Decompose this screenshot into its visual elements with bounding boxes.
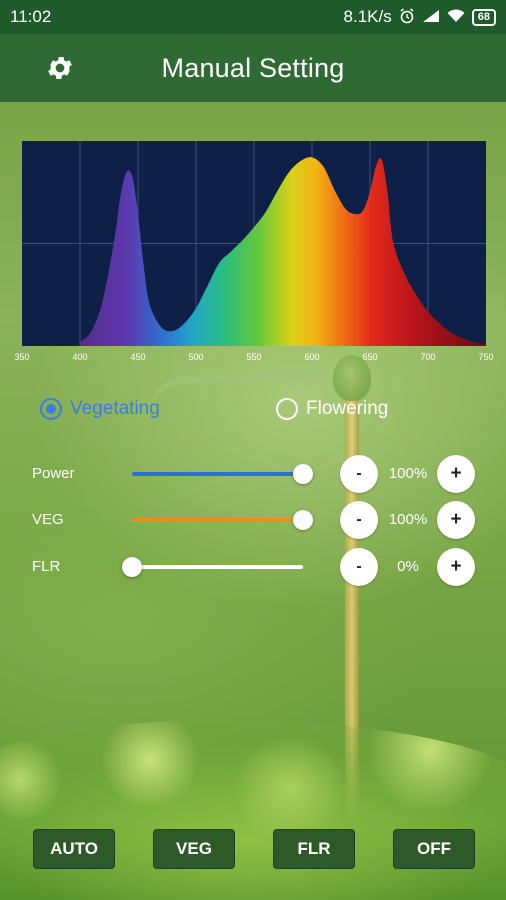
app-bar: Manual Setting xyxy=(0,34,506,102)
power-row: Power - 100% + xyxy=(0,454,506,494)
veg-label: VEG xyxy=(32,511,64,528)
power-slider-fill xyxy=(132,472,303,476)
veg-slider-thumb[interactable] xyxy=(293,510,313,530)
radio-vegetating-label: Vegetating xyxy=(70,398,160,419)
signal-icon xyxy=(422,9,440,26)
veg-value: 100% xyxy=(388,511,428,528)
power-slider-thumb[interactable] xyxy=(293,464,313,484)
x-tick-600: 600 xyxy=(304,352,319,362)
veg-button[interactable]: VEG xyxy=(153,829,235,869)
x-tick-700: 700 xyxy=(420,352,435,362)
x-tick-500: 500 xyxy=(188,352,203,362)
status-time: 11:02 xyxy=(10,7,52,26)
radio-checked-icon xyxy=(40,398,62,420)
flr-slider-thumb[interactable] xyxy=(122,557,142,577)
network-speed: 8.1K/s xyxy=(343,7,392,26)
radio-flowering[interactable]: Flowering xyxy=(276,398,388,420)
radio-flowering-label: Flowering xyxy=(306,398,389,419)
auto-button[interactable]: AUTO xyxy=(33,829,115,869)
veg-row: VEG - 100% + xyxy=(0,500,506,540)
flr-row: FLR - 0% + xyxy=(0,547,506,587)
x-tick-550: 550 xyxy=(246,352,261,362)
x-tick-350: 350 xyxy=(14,352,29,362)
veg-slider[interactable] xyxy=(132,510,313,530)
x-tick-400: 400 xyxy=(72,352,87,362)
alarm-icon xyxy=(399,7,415,27)
veg-decrease-button[interactable]: - xyxy=(340,501,378,539)
power-increase-button[interactable]: + xyxy=(437,455,475,493)
flr-button[interactable]: FLR xyxy=(273,829,355,869)
flr-decrease-button[interactable]: - xyxy=(340,548,378,586)
radio-unchecked-icon xyxy=(276,398,298,420)
wifi-icon xyxy=(447,8,465,26)
spectrum-area xyxy=(80,157,486,346)
status-bar: 11:02 8.1K/s 68 xyxy=(0,0,506,34)
power-decrease-button[interactable]: - xyxy=(340,455,378,493)
power-label: Power xyxy=(32,465,75,482)
flr-label: FLR xyxy=(32,558,61,575)
radio-vegetating[interactable]: Vegetating xyxy=(40,398,160,420)
chart-x-ticks: 350 400 450 500 550 600 650 700 750 xyxy=(14,352,493,362)
spectrum-chart: 350 400 450 500 550 600 650 700 750 xyxy=(14,141,494,362)
gear-icon[interactable] xyxy=(42,50,78,86)
veg-increase-button[interactable]: + xyxy=(437,501,475,539)
x-tick-450: 450 xyxy=(130,352,145,362)
page-title: Manual Setting xyxy=(161,52,345,83)
power-value: 100% xyxy=(388,465,428,482)
flr-value: 0% xyxy=(397,558,419,575)
flr-slider[interactable] xyxy=(122,557,303,577)
veg-slider-fill xyxy=(132,518,303,522)
off-button[interactable]: OFF xyxy=(393,829,475,869)
flr-increase-button[interactable]: + xyxy=(437,548,475,586)
x-tick-750: 750 xyxy=(478,352,493,362)
power-slider[interactable] xyxy=(132,464,313,484)
battery-icon: 68 xyxy=(471,8,496,26)
x-tick-650: 650 xyxy=(362,352,377,362)
